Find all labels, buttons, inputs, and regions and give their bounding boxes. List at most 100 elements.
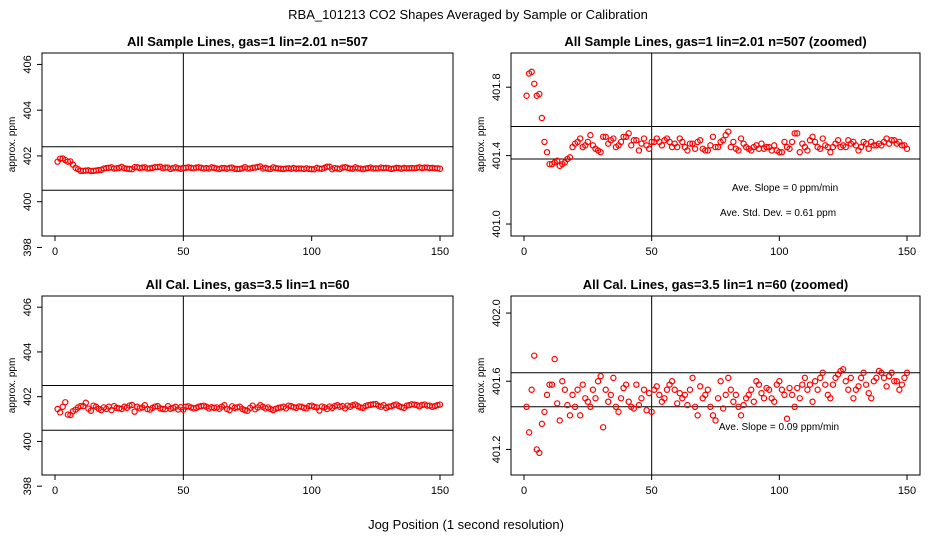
x-tick-label: 100 — [302, 485, 320, 497]
chart-panel-1: All Sample Lines, gas=1 lin=2.01 n=507 0 5… — [7, 34, 454, 258]
data-point — [648, 138, 655, 146]
data-point — [605, 398, 612, 405]
data-point — [663, 386, 671, 393]
data-point — [763, 143, 770, 151]
data-point — [658, 142, 666, 149]
data-point — [712, 143, 719, 151]
y-axis-label: approx. ppm — [476, 117, 487, 173]
data-point — [579, 381, 586, 388]
data-point — [791, 403, 798, 411]
data-point — [855, 383, 862, 390]
data-point — [684, 147, 691, 154]
data-point — [862, 381, 870, 388]
data-point — [827, 148, 834, 156]
data-point — [735, 147, 742, 154]
data-point — [814, 386, 821, 393]
data-point — [786, 384, 793, 392]
data-point — [541, 408, 548, 416]
annotation: Ave. Slope = 0.09 ppm/min — [719, 422, 839, 433]
shared-x-axis-label: Jog Position (1 second resolution) — [368, 517, 564, 532]
data-point — [804, 147, 811, 154]
data-point — [796, 148, 803, 156]
data-point — [538, 114, 546, 122]
y-tick-label: 401.0 — [491, 210, 503, 238]
data-point — [541, 138, 548, 146]
data-point — [771, 142, 778, 149]
data-point — [633, 137, 640, 144]
data-point — [714, 395, 722, 402]
data-point — [694, 412, 701, 419]
data-point — [878, 369, 885, 376]
data-point — [538, 420, 546, 428]
data-point — [799, 381, 806, 388]
x-tick-label: 50 — [177, 485, 189, 497]
data-point — [771, 398, 778, 405]
data-point — [845, 386, 852, 393]
data-point — [801, 374, 809, 382]
data-point — [857, 143, 865, 151]
data-point — [730, 138, 737, 146]
x-tick-label: 0 — [521, 485, 527, 497]
data-point — [599, 133, 607, 141]
data-point — [548, 381, 556, 388]
data-point — [850, 395, 857, 402]
data-point — [727, 386, 735, 393]
data-point — [528, 386, 535, 393]
data-point — [615, 408, 622, 416]
data-point — [717, 378, 724, 385]
y-tick-label: 401.6 — [491, 367, 503, 395]
data-point — [630, 405, 637, 412]
data-point — [776, 378, 783, 385]
data-point — [610, 135, 617, 142]
data-point — [628, 142, 635, 149]
data-point — [597, 148, 604, 156]
data-point — [760, 395, 768, 402]
data-point — [712, 417, 719, 424]
data-point — [781, 391, 788, 399]
data-point — [689, 374, 696, 382]
data-point — [594, 378, 602, 385]
data-point — [434, 401, 441, 409]
data-point — [696, 137, 704, 144]
data-point — [564, 401, 571, 409]
data-point — [725, 374, 732, 382]
y-axis-label: approx. ppm — [7, 117, 18, 173]
data-point — [622, 381, 630, 388]
data-point — [740, 401, 747, 409]
data-point — [702, 391, 709, 399]
y-tick-label: 401.8 — [491, 73, 503, 101]
data-point — [62, 399, 69, 406]
data-point — [436, 401, 444, 408]
y-tick-label: 406 — [22, 55, 34, 73]
data-point — [612, 403, 620, 411]
data-point — [584, 138, 592, 146]
data-point — [436, 165, 444, 172]
data-point — [857, 374, 865, 382]
data-point — [686, 386, 694, 393]
data-point — [778, 386, 786, 393]
data-point — [901, 374, 908, 382]
data-point — [898, 381, 906, 388]
data-point — [819, 135, 826, 142]
data-point — [559, 378, 566, 385]
data-point — [571, 403, 579, 411]
data-point — [873, 374, 880, 382]
y-tick-label: 401.4 — [491, 142, 503, 170]
x-tick-label: 0 — [52, 485, 58, 497]
data-point — [64, 158, 72, 165]
data-point — [674, 143, 681, 151]
data-point — [556, 417, 563, 424]
data-point — [737, 412, 745, 419]
data-point — [576, 135, 584, 142]
data-point — [159, 405, 166, 413]
data-point — [791, 130, 798, 137]
data-point — [543, 148, 551, 156]
data-point — [880, 374, 888, 382]
data-point — [561, 386, 569, 393]
y-tick-label: 404 — [22, 101, 34, 119]
data-point — [82, 399, 90, 406]
data-point — [523, 92, 530, 99]
data-point — [528, 68, 535, 76]
data-point — [691, 403, 699, 411]
data-point — [56, 409, 64, 416]
